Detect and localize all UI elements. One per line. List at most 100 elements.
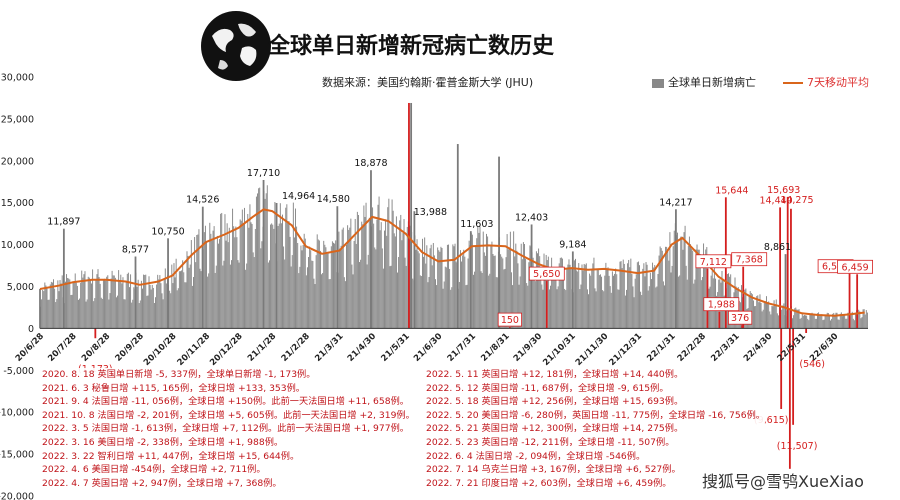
notes-right: 2022. 5. 11 英国日增 +12, 181例，全球日增 +14, 440… [426,368,765,491]
daily-bar [406,226,408,329]
highlight-bar [784,254,787,329]
daily-bar [99,283,101,329]
daily-bar [699,254,701,329]
daily-bar [495,277,497,329]
y-tick-label: 0 [28,324,34,335]
daily-bar [661,250,663,329]
daily-bar [328,279,330,329]
daily-bar [125,281,127,329]
daily-bar [277,225,279,329]
daily-bar [695,249,697,329]
daily-bar [559,257,561,329]
daily-bar [387,207,389,329]
daily-bar [50,281,52,329]
daily-bar [179,271,181,329]
daily-bar [526,283,528,329]
daily-bar [579,289,581,329]
daily-bar [412,278,414,329]
legend-line-label: 7天移动平均 [807,76,869,89]
daily-bar [158,279,160,329]
daily-bar [98,277,100,329]
daily-bar [800,317,802,329]
daily-bar [490,245,492,329]
watermark-text: 搜狐号@雪鸮XueXiao [702,472,864,491]
daily-bar [427,282,429,329]
daily-bar [570,267,572,329]
daily-bar [788,308,790,329]
daily-bar [264,198,266,329]
daily-bar [487,236,489,329]
daily-bar [479,226,481,329]
daily-bar [415,249,417,329]
daily-bar [339,248,341,329]
daily-bar [850,314,852,329]
daily-bar [120,274,122,329]
daily-bar [831,318,833,329]
daily-bar [343,277,345,329]
daily-bar [160,283,162,329]
daily-bar [210,233,212,329]
daily-bar [500,254,502,329]
value-label: 15,693 [767,185,800,196]
daily-bar [442,288,444,329]
daily-bar [249,204,251,329]
daily-bar [352,274,354,329]
daily-bar [618,289,620,329]
daily-bar [109,293,111,329]
daily-bar [112,275,114,329]
daily-bar [230,260,232,329]
highlight-bar [408,102,410,329]
daily-bar [54,288,56,329]
highlight-bar [805,328,808,333]
daily-bar [807,318,809,329]
daily-bar [251,223,253,329]
daily-bar [105,280,107,329]
daily-bar [314,284,316,329]
daily-bar [222,265,224,329]
daily-bar [489,273,491,329]
daily-bar [783,303,785,329]
daily-bar [817,313,818,329]
daily-bar [596,269,598,329]
daily-bar [402,233,404,329]
daily-bar [834,316,836,329]
x-tick-label: 22/3/31 [709,331,741,363]
note-line: 2022. 5. 20 美国日增 -6, 280例，英国日增 -11, 775例… [426,408,765,423]
daily-bar [628,259,630,329]
daily-bar [185,282,187,329]
note-line: 2021. 10. 8 法国日增 -2, 201例，全球日增 +5, 605例。… [42,408,415,423]
daily-bar [162,299,164,329]
daily-bar [838,319,840,329]
daily-bar [435,279,436,329]
daily-bar [235,226,237,329]
highlight-bar [741,325,744,329]
daily-bar [569,264,571,329]
daily-bar [73,282,75,329]
daily-bar [232,208,234,329]
daily-bar [520,243,522,329]
daily-bar [379,230,381,329]
daily-bar [364,216,366,329]
daily-bar [184,282,186,329]
daily-bar [539,256,541,329]
value-label: 14,275 [780,195,813,206]
daily-bar [44,282,46,329]
daily-bar [390,265,392,329]
daily-bar [418,253,420,329]
daily-bar [764,301,766,329]
daily-bar [182,260,184,329]
daily-bar [250,222,252,329]
daily-bar [551,257,553,329]
daily-bar [130,274,132,329]
daily-bar [522,242,524,329]
daily-bar [363,205,365,329]
daily-bar [59,280,61,329]
daily-bar [305,275,307,329]
daily-bar [599,274,601,329]
daily-bar [255,196,257,329]
daily-bar [300,245,302,329]
daily-bar [47,299,49,329]
daily-bar [227,242,229,329]
daily-bar [795,307,797,329]
